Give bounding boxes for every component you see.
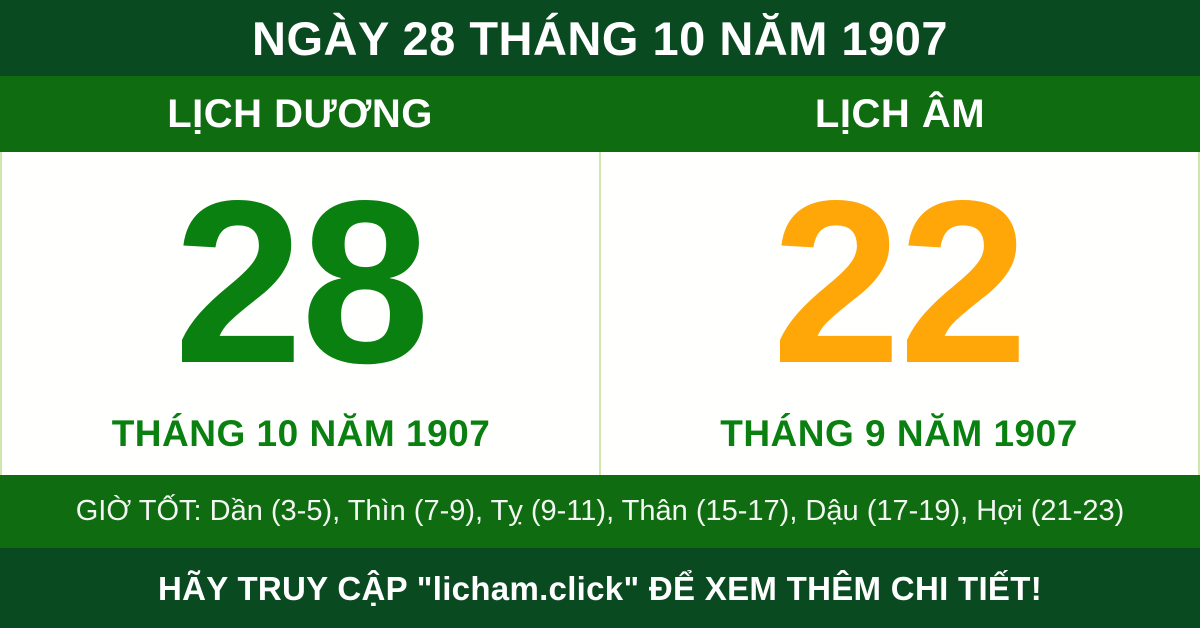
lunar-day-column: 22 THÁNG 9 NĂM 1907: [600, 152, 1198, 475]
footer-band: HÃY TRUY CẬP "licham.click" ĐỂ XEM THÊM …: [0, 548, 1200, 628]
solar-column-header: LỊCH DƯƠNG: [0, 76, 600, 152]
lunar-day-number: 22: [771, 153, 1028, 412]
column-divider: [599, 152, 601, 475]
solar-month-year-label: THÁNG 10 NĂM 1907: [111, 412, 491, 454]
column-headers-band: LỊCH DƯƠNG LỊCH ÂM: [0, 76, 1200, 152]
header-band: NGÀY 28 THÁNG 10 NĂM 1907: [0, 0, 1200, 76]
calendar-main-panel: 28 THÁNG 10 NĂM 1907 22 THÁNG 9 NĂM 1907: [0, 152, 1200, 475]
lunar-column-header: LỊCH ÂM: [600, 76, 1200, 152]
good-hours-text: GIỜ TỐT: Dần (3-5), Thìn (7-9), Tỵ (9-11…: [75, 495, 1125, 527]
lunar-heading-label: LỊCH ÂM: [814, 92, 986, 136]
lunar-month-year-label: THÁNG 9 NĂM 1907: [720, 412, 1078, 454]
solar-day-number: 28: [173, 153, 430, 412]
good-hours-band: GIỜ TỐT: Dần (3-5), Thìn (7-9), Tỵ (9-11…: [0, 475, 1200, 548]
page-title: NGÀY 28 THÁNG 10 NĂM 1907: [252, 11, 948, 65]
solar-day-column: 28 THÁNG 10 NĂM 1907: [2, 152, 600, 475]
footer-cta-text: HÃY TRUY CẬP "licham.click" ĐỂ XEM THÊM …: [158, 569, 1042, 607]
solar-heading-label: LỊCH DƯƠNG: [167, 92, 433, 136]
